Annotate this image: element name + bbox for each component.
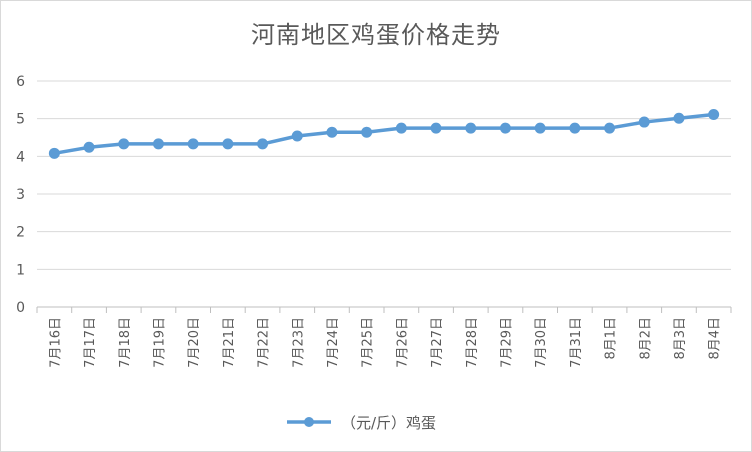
- data-point: [534, 122, 546, 134]
- x-tick-label: 8月4日: [708, 317, 723, 360]
- series-line: [54, 112, 714, 156]
- y-tick-label: 3: [16, 187, 25, 203]
- data-point: [604, 122, 616, 134]
- y-tick-label: 2: [16, 225, 25, 241]
- data-point: [361, 126, 373, 138]
- x-tick-label: 7月27日: [430, 317, 445, 368]
- x-tick-label: 7月25日: [361, 317, 376, 368]
- data-point: [569, 122, 581, 134]
- y-tick-label: 4: [16, 149, 25, 165]
- data-point: [465, 122, 477, 134]
- data-point: [222, 138, 234, 150]
- data-point: [48, 147, 60, 159]
- x-tick-label: 8月3日: [673, 317, 688, 360]
- x-tick-label: 7月19日: [152, 317, 167, 368]
- data-point: [83, 141, 95, 153]
- x-tick-label: 7月18日: [118, 317, 133, 368]
- data-point: [430, 122, 442, 134]
- data-point: [118, 138, 130, 150]
- x-tick-label: 7月29日: [499, 317, 514, 368]
- chart-title: 河南地区鸡蛋价格走势: [251, 21, 501, 49]
- x-tick-label: 7月20日: [187, 317, 202, 368]
- data-point: [499, 122, 511, 134]
- data-point: [152, 138, 164, 150]
- x-tick-label: 7月23日: [291, 317, 306, 368]
- x-tick-label: 7月17日: [83, 317, 98, 368]
- x-tick-label: 7月24日: [326, 317, 341, 368]
- data-point: [291, 130, 303, 142]
- y-tick-label: 1: [16, 262, 25, 278]
- data-point: [257, 138, 269, 150]
- data-point: [187, 138, 199, 150]
- legend-label: （元/斤）鸡蛋: [341, 414, 436, 432]
- data-point: [708, 109, 720, 121]
- x-tick-label: 7月16日: [48, 317, 63, 368]
- x-tick-label: 7月31日: [569, 317, 584, 368]
- x-tick-label: 7月30日: [534, 317, 549, 368]
- x-tick-label: 7月28日: [465, 317, 480, 368]
- data-point: [395, 122, 407, 134]
- x-tick-label: 8月2日: [638, 317, 653, 360]
- data-point: [673, 112, 685, 124]
- data-point: [638, 116, 650, 128]
- y-tick-label: 5: [16, 112, 25, 128]
- data-point: [326, 126, 338, 138]
- x-tick-label: 7月26日: [395, 317, 410, 368]
- y-tick-label: 6: [16, 74, 25, 90]
- x-tick-label: 7月21日: [222, 317, 237, 368]
- legend-marker: [304, 417, 314, 427]
- x-tick-label: 7月22日: [257, 317, 272, 368]
- x-tick-label: 8月1日: [604, 317, 619, 360]
- y-tick-label: 0: [16, 300, 25, 316]
